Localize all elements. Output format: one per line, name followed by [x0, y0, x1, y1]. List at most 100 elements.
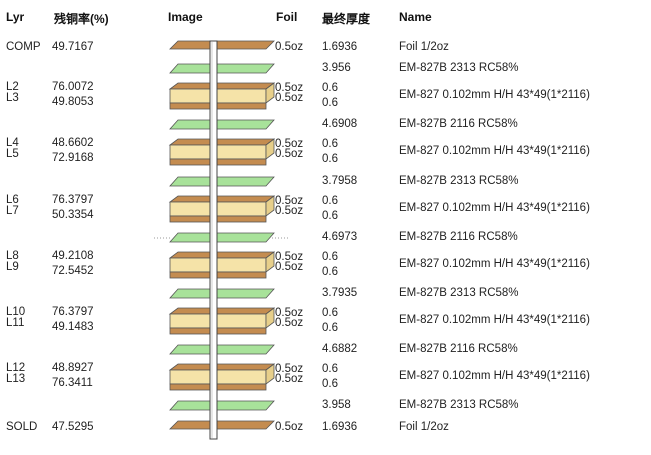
- material-name: EM-827 0.102mm H/H 43*49(1*2116): [399, 202, 590, 214]
- layer-label: COMP: [6, 41, 41, 53]
- table-row: 3.956 EM-827B 2313 RC58%: [0, 61, 651, 81]
- table-row: L6 L7 76.3797 50.3354 0.5oz 0.5oz 0.6 0.6 EM-827…: [0, 194, 651, 222]
- table-row: 4.6882 EM-827B 2116 RC58%: [0, 342, 651, 362]
- thickness-value: 3.7958: [322, 175, 358, 187]
- material-name: EM-827 0.102mm H/H 43*49(1*2116): [399, 258, 590, 270]
- foil-value: 0.5oz: [275, 261, 304, 273]
- table-row: L10 L11 76.3797 49.1483 0.5oz 0.5oz 0.6 0.6 EM-8…: [0, 306, 651, 334]
- residual-copper-value: 72.9168: [52, 152, 94, 164]
- material-name: EM-827B 2313 RC58%: [399, 399, 519, 411]
- layer-label: SOLD: [6, 421, 38, 433]
- layer-label: L4: [6, 137, 19, 149]
- foil-value: 0.5oz: [275, 373, 304, 385]
- residual-copper-value: 49.8053: [52, 96, 94, 108]
- layer-label: L12: [6, 362, 26, 374]
- thickness-value: 1.6936: [322, 41, 358, 53]
- material-name: EM-827B 2116 RC58%: [399, 118, 518, 130]
- table-row: L12 L13 48.8927 76.3411 0.5oz 0.5oz 0.6 0.6 EM-8…: [0, 362, 651, 390]
- header-image: Image: [168, 10, 203, 24]
- residual-copper-value: 76.0072: [52, 81, 94, 93]
- layer-label: L8: [6, 250, 19, 262]
- table-row: L4 L5 48.6602 72.9168 0.5oz 0.5oz 0.6 0.6 EM-827…: [0, 137, 651, 165]
- foil-value: 0.5oz: [275, 363, 304, 375]
- core-bottom-copper: [169, 215, 267, 223]
- header-name: Name: [399, 10, 432, 24]
- residual-copper-value: 50.3354: [52, 209, 94, 221]
- thickness-value: 4.6882: [322, 343, 358, 355]
- thickness-value: 0.6: [322, 138, 338, 150]
- core-bottom-copper: [169, 102, 267, 110]
- foil-value: 0.5oz: [275, 92, 304, 104]
- foil-value: 0.5oz: [275, 148, 304, 160]
- table-row: 4.6973 EM-827B 2116 RC58%: [0, 230, 651, 250]
- table-row: 3.7935 EM-827B 2313 RC58%: [0, 286, 651, 306]
- foil-value: 0.5oz: [275, 317, 304, 329]
- layer-label: L2: [6, 81, 19, 93]
- material-name: EM-827 0.102mm H/H 43*49(1*2116): [399, 314, 590, 326]
- material-name: EM-827 0.102mm H/H 43*49(1*2116): [399, 89, 590, 101]
- layer-label: L11: [6, 317, 25, 329]
- foil-value: 0.5oz: [275, 195, 304, 207]
- residual-copper-value: 76.3411: [52, 377, 93, 389]
- header-layer: Lyr: [6, 10, 25, 24]
- foil-value: 0.5oz: [275, 205, 304, 217]
- thickness-value: 0.6: [322, 378, 338, 390]
- thickness-value: 0.6: [322, 322, 338, 334]
- thickness-value: 0.6: [322, 153, 338, 165]
- core-bottom-copper: [169, 383, 267, 391]
- header-final-thickness: 最终厚度: [322, 12, 371, 26]
- thickness-value: 4.6908: [322, 118, 358, 130]
- thickness-value: 3.956: [322, 62, 351, 74]
- foil-value: 0.5oz: [275, 421, 304, 433]
- material-name: Foil 1/2oz: [399, 41, 449, 53]
- thickness-value: 0.6: [322, 251, 338, 263]
- residual-copper-value: 48.8927: [52, 362, 94, 374]
- thickness-value: 4.6973: [322, 231, 358, 243]
- layer-label: L10: [6, 306, 26, 318]
- material-name: EM-827B 2313 RC58%: [399, 287, 519, 299]
- thickness-value: 0.6: [322, 266, 338, 278]
- foil-value: 0.5oz: [275, 138, 304, 150]
- thickness-value: 0.6: [322, 97, 338, 109]
- layer-label: L5: [6, 148, 19, 160]
- core-bottom-copper: [169, 327, 267, 335]
- residual-copper-value: 72.5452: [52, 265, 94, 277]
- foil-value: 0.5oz: [275, 82, 304, 94]
- material-name: EM-827 0.102mm H/H 43*49(1*2116): [399, 145, 590, 157]
- layer-label: L13: [6, 373, 26, 385]
- material-name: EM-827B 2116 RC58%: [399, 343, 518, 355]
- table-row: SOLD 47.5295 0.5oz 1.6936 Foil 1/2oz: [0, 418, 651, 438]
- layer-label: L7: [6, 205, 19, 217]
- residual-copper-value: 49.1483: [52, 321, 94, 333]
- core-bottom-copper: [169, 271, 267, 279]
- material-name: EM-827B 2116 RC58%: [399, 231, 518, 243]
- thickness-value: 0.6: [322, 363, 338, 375]
- thickness-value: 0.6: [322, 210, 338, 222]
- residual-copper-value: 48.6602: [52, 137, 94, 149]
- table-row: 4.6908 EM-827B 2116 RC58%: [0, 117, 651, 137]
- residual-copper-value: 76.3797: [52, 194, 94, 206]
- core-bottom-copper: [169, 158, 267, 166]
- thickness-value: 0.6: [322, 307, 338, 319]
- foil-value: 0.5oz: [275, 307, 304, 319]
- foil-value: 0.5oz: [275, 251, 304, 263]
- foil-value: 0.5oz: [275, 41, 304, 53]
- material-name: EM-827 0.102mm H/H 43*49(1*2116): [399, 370, 590, 382]
- material-name: EM-827B 2313 RC58%: [399, 175, 519, 187]
- residual-copper-value: 47.5295: [52, 421, 94, 433]
- material-name: EM-827B 2313 RC58%: [399, 62, 519, 74]
- table-row: 3.958 EM-827B 2313 RC58%: [0, 398, 651, 418]
- layer-label: L3: [6, 92, 19, 104]
- table-row: 3.7958 EM-827B 2313 RC58%: [0, 174, 651, 194]
- layer-label: L6: [6, 194, 19, 206]
- thickness-value: 3.958: [322, 399, 351, 411]
- thickness-value: 1.6936: [322, 421, 358, 433]
- table-row: COMP 49.7167 0.5oz 1.6936 Foil 1/2oz: [0, 38, 651, 58]
- header-residual-copper: 残铜率(%): [54, 12, 109, 26]
- table-row: L2 L3 76.0072 49.8053 0.5oz 0.5oz 0.6 0.6 EM-827…: [0, 81, 651, 109]
- material-name: Foil 1/2oz: [399, 421, 449, 433]
- residual-copper-value: 49.2108: [52, 250, 94, 262]
- table-row: L8 L9 49.2108 72.5452 0.5oz 0.5oz 0.6 0.6 EM-827…: [0, 250, 651, 278]
- thickness-value: 0.6: [322, 195, 338, 207]
